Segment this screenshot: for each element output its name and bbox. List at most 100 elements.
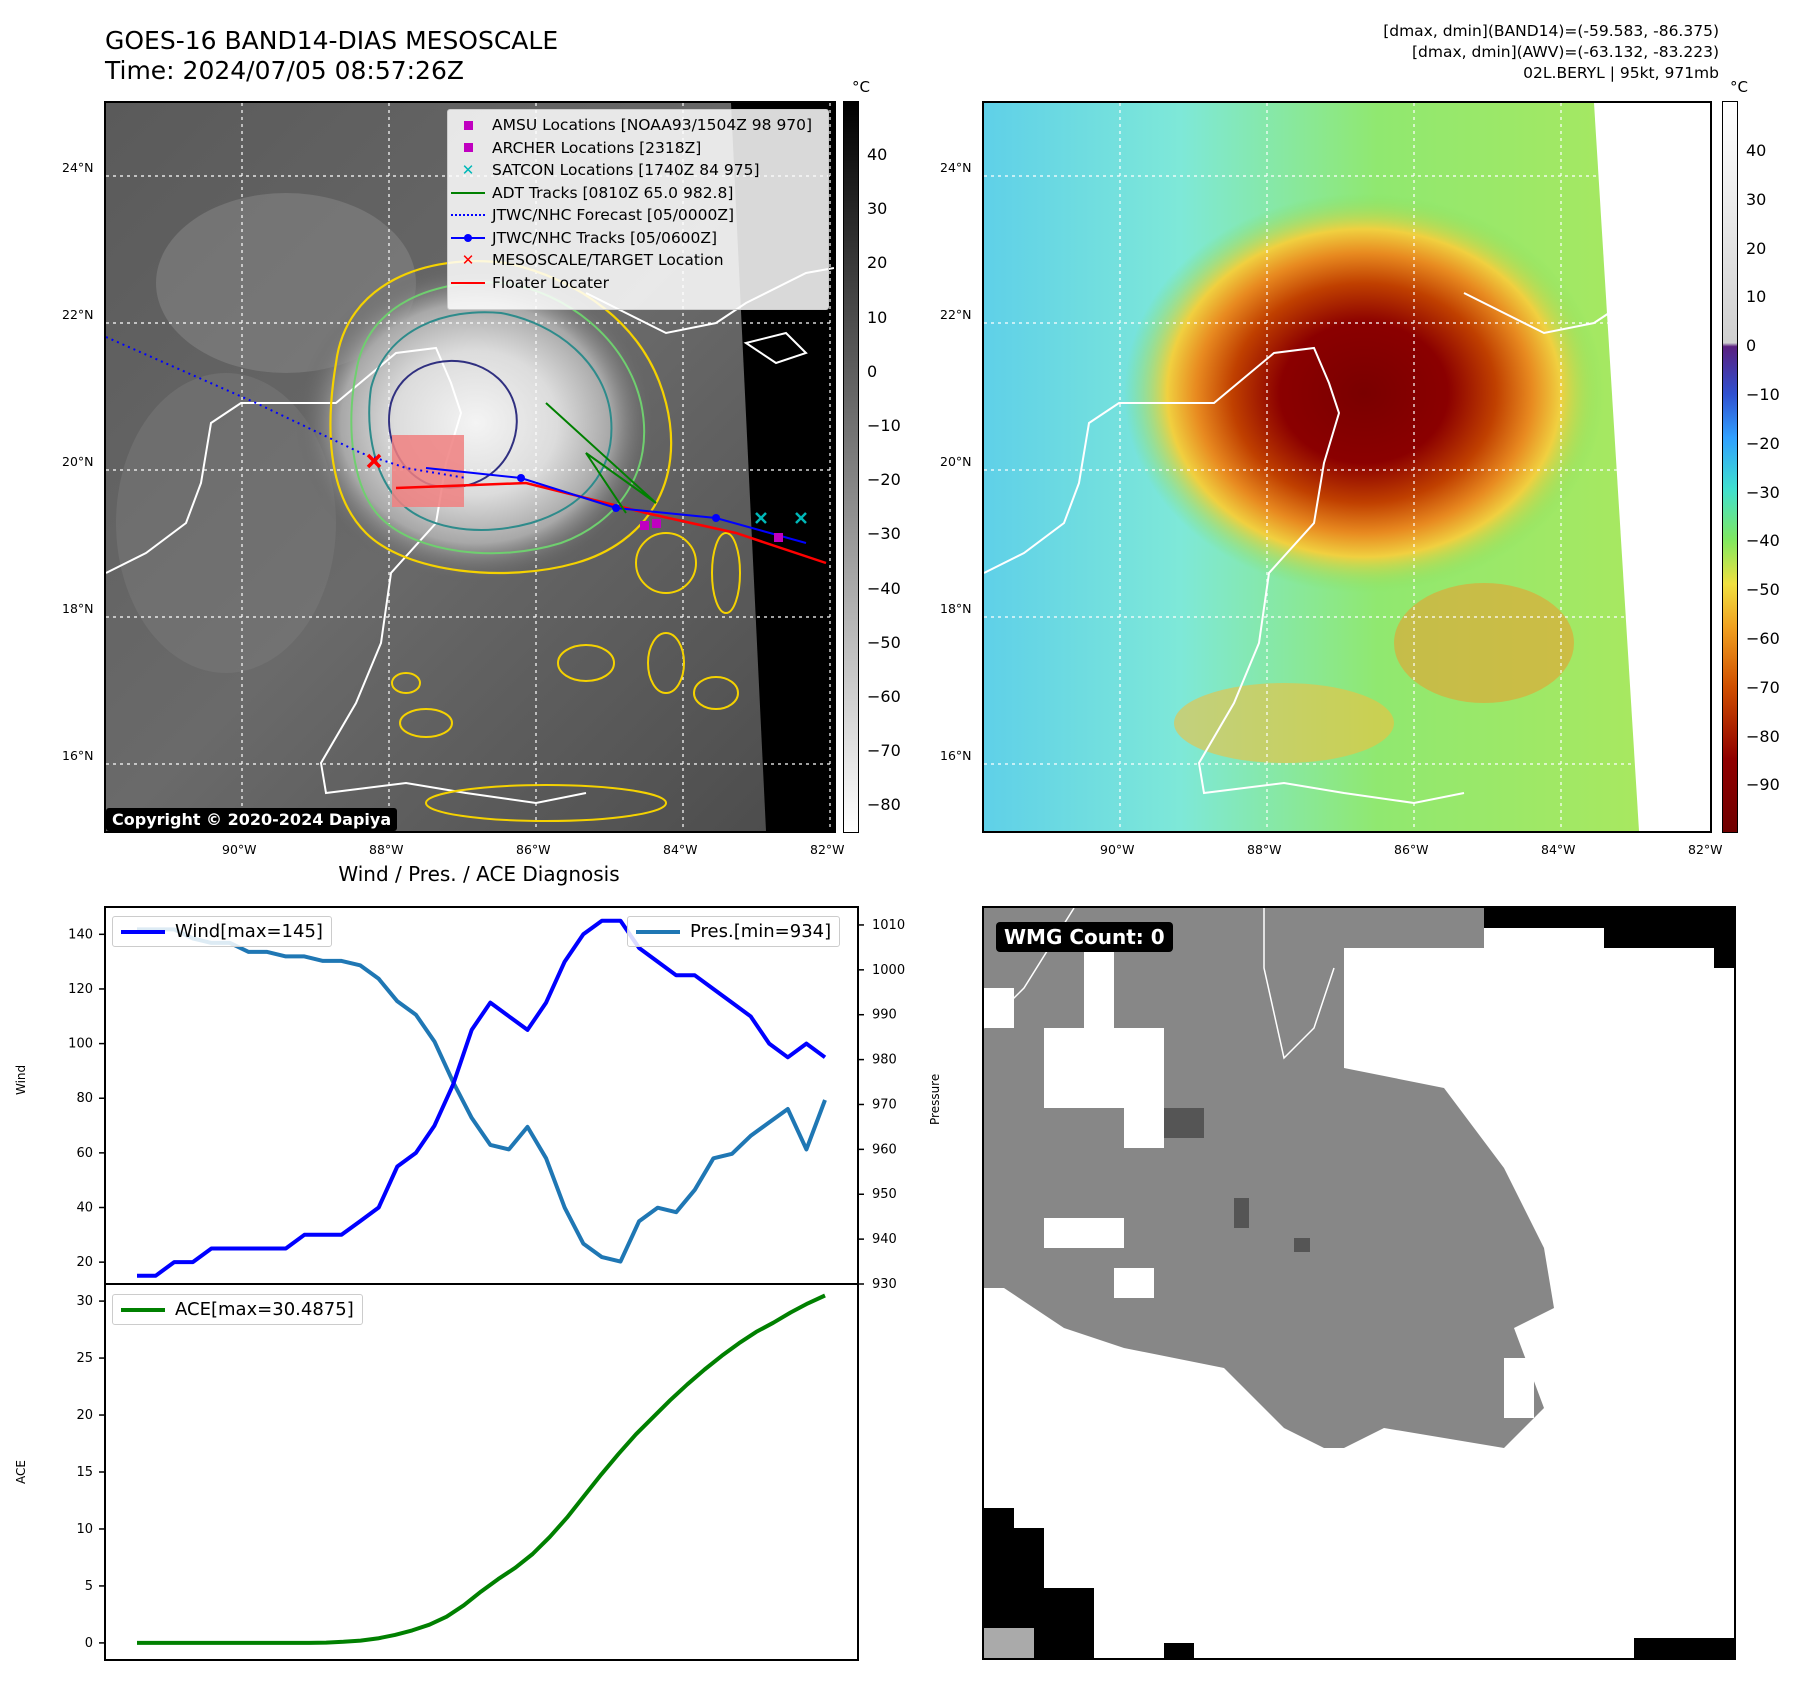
pressure-ytick-label: 930 [872,1277,897,1292]
awv-lat-tick: 22°N [940,307,972,322]
ir-legend-item: ADT Tracks [0810Z 65.0 982.8] [450,182,828,205]
pressure-ytick-label: 1000 [872,963,905,978]
awv-lon-tick: 90°W [1100,842,1135,857]
awv-colorbar-tick: −70 [1746,677,1780,697]
ir-lat-tick: 24°N [62,160,94,175]
ir-colorbar-tick: −40 [867,578,901,598]
wind-axis-label: Wind [14,1064,28,1095]
ir-colorbar-tick: −20 [867,470,901,490]
legend-symbol-icon: ✕ [461,251,475,270]
wind-ytick-label: 60 [76,1146,93,1161]
awv-lon-tick: 88°W [1247,842,1282,857]
pressure-ytick-label: 950 [872,1187,897,1202]
wind-ytick-label: 40 [76,1201,93,1216]
wind-legend-label: Wind[max=145] [175,921,323,942]
pressure-ytick-label: 980 [872,1053,897,1068]
pressure-ytick-label: 1010 [872,918,905,933]
ir-lat-tick: 16°N [62,748,94,763]
ir-gridlines [106,103,834,831]
wmg-black-ne [1484,908,1734,968]
wind-ytick-label: 140 [68,927,93,942]
ir-legend-item: ARCHER Locations [2318Z] [450,137,828,160]
ir-legend-item: ✕ MESOSCALE/TARGET Location [450,249,828,272]
ace-series-line [137,1293,826,1645]
ir-lat-tick: 18°N [62,601,94,616]
awv-colorbar [1722,101,1738,833]
ir-colorbar-tick: −70 [867,741,901,761]
ir-lon-tick: 90°W [222,842,257,857]
cold-cloud-tops [296,263,656,583]
awv-cold-core [1124,193,1604,593]
legend-symbol-icon [450,281,486,284]
ir-legend-item: Floater Locater [450,272,828,295]
wind-ytick-label: 80 [76,1091,93,1106]
awv-colorbar-tick: 10 [1746,287,1767,307]
wmg-svg [984,908,1734,1658]
awv-map-svg [984,103,1710,831]
awv-colorbar-tick: −10 [1746,385,1780,404]
ir-colorbar-tick: 30 [867,199,888,219]
awv-colorbar-unit: °C [1730,78,1748,96]
pressure-axis-label: Pressure [928,1073,942,1125]
ace-ytick-label: 30 [76,1294,93,1309]
legend-symbol-icon: ✕ [461,161,475,180]
pressure-ytick-label: 990 [872,1008,897,1023]
ir-colorbar-tick: −30 [867,524,901,544]
ace-ytick-label: 5 [85,1579,93,1594]
awv-lat-tick: 16°N [940,748,972,763]
ace-ytick-label: 25 [76,1351,93,1366]
legend-label: AMSU Locations [NOAA93/1504Z 98 970] [492,116,813,135]
chart-title: Wind / Pres. / ACE Diagnosis [338,862,620,886]
ace-ytick-label: 15 [76,1465,93,1480]
ace-ytick-label: 20 [76,1408,93,1423]
legend-label: MESOSCALE/TARGET Location [492,251,724,270]
awv-colorbar-tick: 40 [1746,141,1767,160]
awv-map-panel[interactable] [982,101,1712,833]
legend-symbol-icon [450,191,486,194]
forecast-track [106,336,467,479]
ir-colorbar-tick: −10 [867,416,901,435]
awv-gridlines [984,103,1710,831]
ir-legend-item: JTWC/NHC Forecast [05/0000Z] [450,204,828,227]
ace-ytick-label: 10 [76,1522,93,1537]
ir-legend: AMSU Locations [NOAA93/1504Z 98 970] ARCH… [447,109,829,310]
figure-time: Time: 2024/07/05 08:57:26Z [105,56,464,85]
awv-colorbar-tick: −20 [1746,433,1780,453]
legend-symbol-icon [450,214,486,217]
ir-legend-item: ✕ SATCON Locations [1740Z 84 975] [450,159,828,182]
pressure-ytick-label: 960 [872,1142,897,1157]
awv-colorbar-tick: −40 [1746,531,1780,551]
wind-ytick-label: 100 [68,1037,93,1052]
awv-colorbar-tick: 20 [1746,238,1767,258]
awv-lon-tick: 86°W [1394,842,1429,857]
ir-colorbar-tick: 0 [867,361,878,381]
ir-colorbar-tick: −50 [867,632,901,652]
ace-legend-swatch [121,1307,165,1312]
pressure-ytick-label: 970 [872,1097,897,1112]
ir-lon-tick: 84°W [663,842,698,857]
ir-map-panel[interactable]: AMSU Locations [NOAA93/1504Z 98 970] ARCH… [104,101,836,833]
ir-colorbar-tick: −80 [867,795,901,815]
pressure-legend-label: Pres.[min=934] [690,921,832,942]
ir-lon-tick: 86°W [516,842,551,857]
awv-colorbar-tick: 0 [1746,336,1757,356]
ir-legend-item: JTWC/NHC Tracks [05/0600Z] [450,227,828,250]
dmax-awv: [dmax, dmin](AWV)=(-63.132, -83.223) [1412,43,1719,61]
wind-ytick-label: 120 [68,982,93,997]
awv-colorbar-tick: −60 [1746,629,1780,648]
legend-symbol-icon [450,143,486,153]
pressure-legend: Pres.[min=934] [627,916,841,947]
ir-colorbar-tick: 20 [867,253,888,273]
ir-colorbar [843,101,859,833]
ir-colorbar-tick: 40 [867,145,888,164]
awv-colorbar-tick: −90 [1746,775,1780,795]
legend-symbol-icon [450,233,486,242]
wmg-count-label: WMG Count: 0 [996,922,1173,952]
wmg-panel[interactable]: WMG Count: 0 [982,906,1736,1660]
legend-label: ARCHER Locations [2318Z] [492,138,702,157]
awv-lat-tick: 24°N [940,160,972,175]
ace-ytick-label: 0 [85,1636,93,1651]
dmax-band14: [dmax, dmin](BAND14)=(-59.583, -86.375) [1383,22,1719,40]
awv-lat-tick: 20°N [940,454,972,469]
awv-colorbar-tick: −80 [1746,726,1780,746]
